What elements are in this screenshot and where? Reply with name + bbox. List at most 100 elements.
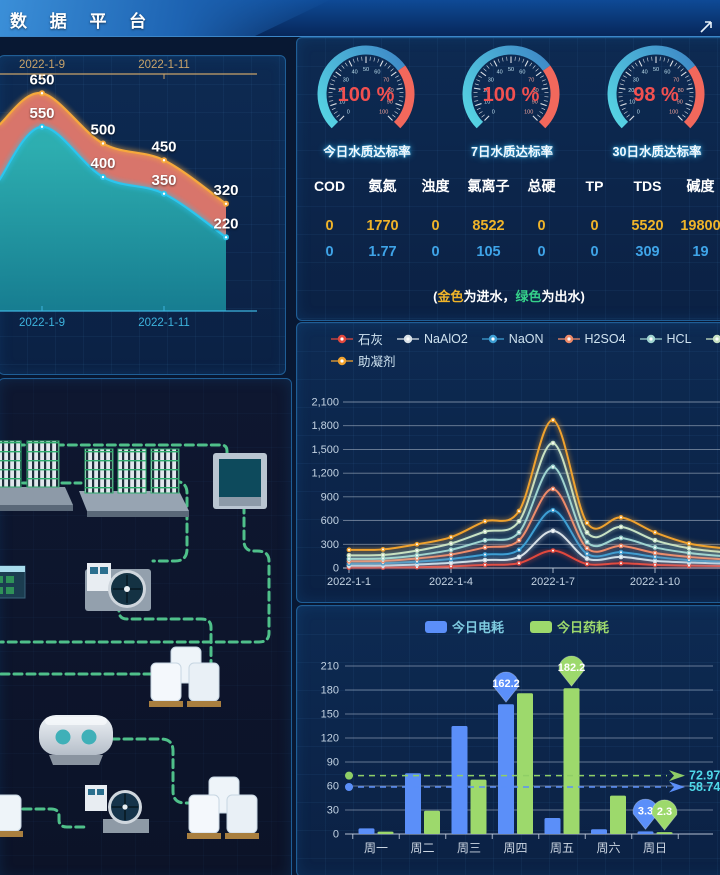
x-axis-label: 周一 [364, 841, 388, 855]
chemical-trend-chart: 0 300 600 900 1,200 1,500 1,800 2,100 2022-1-1 20… [311, 397, 720, 588]
svg-text:20: 20 [338, 88, 344, 94]
bar-今日药耗-周四[interactable] [517, 693, 533, 834]
chem-legend-item-NaAlO2[interactable]: NaAlO2 [397, 332, 468, 346]
svg-text:2022-1-1: 2022-1-1 [327, 576, 371, 588]
energy-legend-item[interactable]: 今日药耗 [530, 617, 609, 636]
svg-text:182.2: 182.2 [558, 662, 586, 674]
energy-bar-chart: 0 30 60 90 120 150 180 210 周一 周二 周三 周四 周五 周六 周日 72.9758… [321, 655, 720, 855]
plant-3d-panel [0, 378, 292, 875]
flow-value-label: 550 [29, 105, 54, 122]
inlet-value: 1770 [366, 218, 399, 234]
chem-legend-item-H2SO4[interactable]: H2SO4 [557, 332, 626, 346]
column-header: 氯离子 [467, 178, 510, 194]
water-quality-table: COD 氨氮 浊度 氯离子 总硬 TP TDS 碱度 0 1770 0 8522 0 0 5520 19800… [303, 176, 720, 270]
chemical-bags-group-2 [187, 776, 259, 839]
bar-今日药耗-周二[interactable] [424, 810, 440, 834]
flow-bottom-axis-label: 2022-1-11 [138, 317, 190, 329]
column-header: 浊度 [421, 178, 450, 194]
chem-legend-item-助凝剂[interactable]: 助凝剂 [331, 351, 396, 370]
svg-text:70: 70 [528, 77, 534, 83]
chem-legend: 石灰 NaAlO2 NaON H2SO4 HCL NaCLO 助凝剂 [331, 329, 720, 373]
legend-label: 今日药耗 [557, 620, 610, 635]
bar-今日电耗-周六[interactable] [591, 829, 607, 834]
bar-今日电耗-周五[interactable] [544, 818, 561, 834]
svg-text:30: 30 [343, 77, 349, 83]
flow-top-axis-label: 2022-1-11 [138, 59, 190, 71]
flow-value-label: 350 [151, 172, 176, 189]
svg-text:30: 30 [633, 77, 639, 83]
outlet-value: 0 [431, 244, 440, 260]
flow-value-label: 320 [213, 182, 238, 199]
legend-marker-icon [639, 334, 662, 343]
bar-今日电耗-周三[interactable] [451, 726, 468, 834]
svg-text:2,100: 2,100 [311, 397, 339, 409]
note-mid: 为进水， [463, 289, 516, 304]
plant-3d-scene[interactable] [0, 379, 291, 875]
x-axis-label: 周三 [457, 841, 481, 855]
chem-legend-item-石灰[interactable]: 石灰 [331, 329, 383, 348]
svg-text:60: 60 [374, 70, 380, 76]
page-title: 数 据 平 台 [10, 12, 156, 31]
column-header: 总硬 [527, 178, 556, 194]
expand-arrow-icon[interactable] [698, 19, 714, 35]
bar-今日电耗-周二[interactable] [405, 773, 421, 834]
x-axis-label: 周四 [503, 841, 527, 855]
gauge-label: 30日水质达标率 [612, 145, 702, 159]
flow-bottom-axis-label: 2022-1-9 [19, 317, 65, 329]
legend-label: NaON [508, 331, 544, 346]
energy-legend-item[interactable]: 今日电耗 [424, 617, 504, 636]
svg-text:20: 20 [628, 88, 634, 94]
chem-legend-item-NaCLO[interactable]: NaCLO [705, 332, 720, 346]
legend-label: HCL [666, 331, 692, 346]
dosing-cabinet [0, 565, 26, 599]
chem-legend-item-HCL[interactable]: HCL [639, 331, 692, 346]
svg-text:2022-1-10: 2022-1-10 [630, 576, 680, 588]
column-header: TDS [633, 178, 662, 194]
svg-text:0: 0 [347, 110, 350, 116]
svg-text:210: 210 [321, 661, 339, 673]
bar-今日药耗-周五[interactable] [563, 688, 580, 834]
column-header: TP [585, 178, 604, 194]
bar-今日电耗-周日[interactable] [637, 831, 654, 834]
flow-value-label: 400 [90, 155, 115, 172]
flow-value-label: 220 [213, 215, 238, 232]
storage-tank-horizontal [39, 715, 113, 765]
svg-text:3.3: 3.3 [638, 805, 653, 817]
legend-label: NaAlO2 [424, 331, 468, 346]
bar-今日药耗-周三[interactable] [470, 779, 487, 834]
value-callout [651, 799, 678, 831]
svg-text:60: 60 [664, 70, 670, 76]
svg-text:100: 100 [669, 110, 678, 116]
flow-value-label: 450 [151, 138, 176, 155]
bar-今日药耗-周日[interactable] [656, 832, 673, 834]
bar-今日电耗-周一[interactable] [358, 828, 375, 834]
svg-text:2022-1-4: 2022-1-4 [429, 576, 473, 588]
inlet-value: 8522 [472, 218, 505, 234]
app-header: 数 据 平 台 [0, 0, 720, 37]
membrane-rack-unit-center [79, 448, 189, 517]
svg-text:1,800: 1,800 [311, 420, 339, 432]
column-header: COD [313, 178, 346, 194]
svg-text:0: 0 [492, 110, 495, 116]
inlet-value: 0 [537, 218, 546, 234]
bar-今日电耗-周四[interactable] [498, 704, 514, 834]
svg-text:50: 50 [508, 67, 514, 73]
inlet-value: 0 [590, 218, 599, 234]
bar-今日药耗-周一[interactable] [377, 831, 394, 834]
legend-marker-icon [557, 334, 580, 343]
svg-text:30: 30 [488, 77, 494, 83]
svg-text:50: 50 [653, 67, 659, 73]
legend-label: 助凝剂 [358, 355, 396, 369]
legend-swatch-icon [424, 620, 447, 633]
note-green: 绿色 [515, 289, 542, 304]
svg-text:20: 20 [483, 88, 489, 94]
svg-text:70: 70 [383, 77, 389, 83]
legend-label: 石灰 [358, 333, 384, 347]
svg-text:40: 40 [642, 70, 648, 76]
svg-text:300: 300 [321, 539, 339, 551]
bar-今日药耗-周六[interactable] [610, 795, 626, 834]
chem-legend-item-NaON[interactable]: NaON [481, 331, 544, 346]
svg-text:1,200: 1,200 [311, 468, 339, 480]
outlet-value: 105 [476, 244, 501, 260]
value-callout [493, 671, 519, 703]
